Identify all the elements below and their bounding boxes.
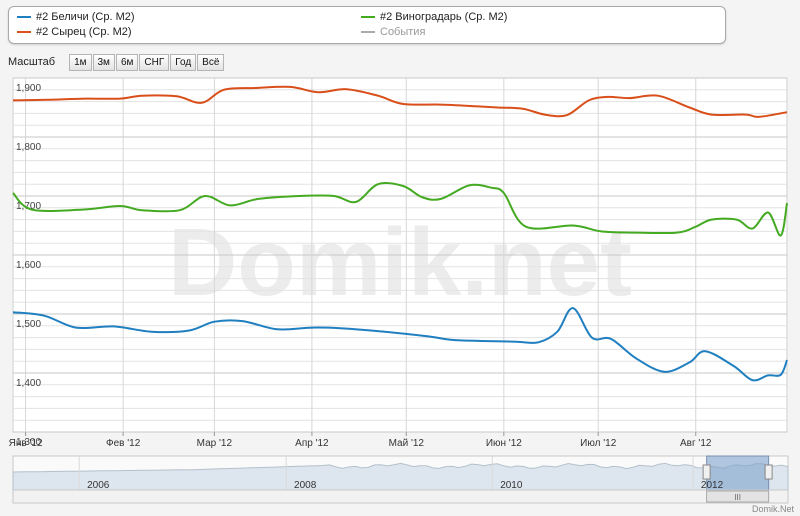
navigator-year-label: 2012 (701, 480, 724, 491)
x-tick-label: Фев '12 (106, 438, 141, 449)
legend-label: #2 Беличи (Ср. М2) (36, 11, 135, 23)
zoom-button-year[interactable]: Год (170, 53, 197, 71)
legend-swatch (17, 16, 31, 18)
y-tick-label: 1,300 (16, 437, 41, 448)
legend-item-vinogradar[interactable]: #2 Виноградарь (Ср. М2) (361, 11, 507, 23)
legend-item-belichi[interactable]: #2 Беличи (Ср. М2) (17, 11, 135, 23)
legend-item-syrets[interactable]: #2 Сырец (Ср. М2) (17, 26, 132, 38)
axis-labels: 1,300 1,400 1,500 1,600 1,700 1,800 1,900 Янв '… (9, 83, 712, 449)
scrollbar-grip: III (734, 493, 741, 502)
legend-swatch (361, 31, 375, 33)
zoom-button-all[interactable]: Всё (197, 53, 225, 71)
x-tick-label: Апр '12 (295, 438, 329, 449)
navigator-year-label: 2008 (294, 480, 317, 491)
x-tick-label: Авг '12 (680, 438, 712, 449)
zoom-button-ytd[interactable]: СНГ (139, 53, 170, 71)
series-line-2 (12, 307, 788, 382)
y-tick-label: 1,900 (16, 83, 41, 94)
series-line-1 (12, 182, 788, 237)
zoom-toolbar: Масштаб 1м 3м 6м СНГ Год Всё (8, 53, 225, 71)
legend-label: События (380, 26, 426, 38)
zoom-button-1m[interactable]: 1м (69, 53, 92, 71)
zoom-button-3m[interactable]: 3м (92, 53, 115, 71)
x-tick-label: Янв '12 (9, 438, 43, 449)
navigator-left-handle[interactable] (702, 464, 711, 480)
scrollbar-thumb[interactable] (706, 490, 770, 503)
zoom-button-6m[interactable]: 6м (115, 53, 139, 71)
credit-text: Domik.Net (752, 504, 795, 514)
x-tick-label: Май '12 (389, 438, 425, 449)
scrollbar-track[interactable] (12, 489, 789, 504)
series-line-0 (12, 85, 788, 118)
x-tick-label: Мар '12 (197, 438, 233, 449)
navigator-year-label: 2010 (500, 480, 523, 491)
y-tick-label: 1,400 (16, 378, 41, 389)
legend-item-events[interactable]: События (361, 26, 425, 38)
y-tick-label: 1,600 (16, 260, 41, 271)
watermark: Domik.net (168, 209, 632, 316)
y-tick-label: 1,500 (16, 319, 41, 330)
navigator-year-label: 2006 (87, 480, 110, 491)
legend-box: #2 Беличи (Ср. М2) #2 Виноградарь (Ср. М… (8, 6, 726, 44)
series-lines (12, 85, 788, 382)
x-tick-label: Июн '12 (486, 438, 522, 449)
x-tick-label: Июл '12 (580, 438, 617, 449)
legend-label: #2 Сырец (Ср. М2) (36, 26, 132, 38)
legend-swatch (361, 16, 375, 18)
legend-swatch (17, 31, 31, 33)
y-tick-label: 1,800 (16, 142, 41, 153)
zoom-label: Масштаб (8, 56, 56, 68)
legend-label: #2 Виноградарь (Ср. М2) (380, 11, 508, 23)
navigator-right-handle[interactable] (764, 464, 773, 480)
y-tick-label: 1,700 (16, 201, 41, 212)
navigator-year-labels: 2006 2008 2010 2012 (78, 456, 724, 491)
grid (13, 77, 787, 433)
navigator-selection[interactable] (706, 455, 770, 491)
navigator-series-area (12, 462, 789, 491)
